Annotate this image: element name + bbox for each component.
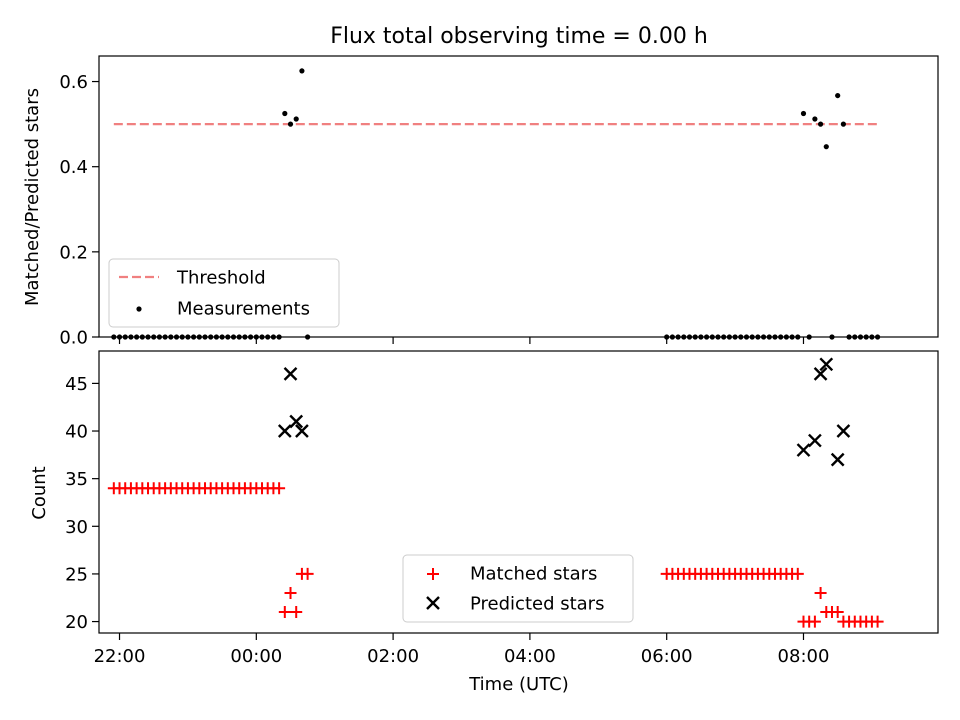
legend-matched-label: Matched stars bbox=[470, 564, 597, 585]
y-tick-label: 0.4 bbox=[59, 157, 88, 178]
x-tick-label: 00:00 bbox=[230, 646, 282, 667]
matched-star-point bbox=[278, 606, 291, 619]
x-tick-label: 02:00 bbox=[367, 646, 419, 667]
predicted-star-point bbox=[289, 414, 304, 429]
predicted-star-point bbox=[796, 443, 811, 457]
matched-star-point bbox=[871, 615, 884, 628]
predicted-star-point bbox=[830, 452, 845, 467]
x-axis-label: Time (UTC) bbox=[468, 674, 569, 695]
predicted-star-point bbox=[813, 367, 828, 381]
bottom-y-axis-label: Count bbox=[29, 466, 50, 519]
chart-title: Flux total observing time = 0.00 h bbox=[330, 24, 708, 49]
y-tick-label: 40 bbox=[65, 422, 88, 443]
matched-star-point bbox=[831, 606, 844, 619]
legend-measurements-label: Measurements bbox=[177, 299, 310, 320]
measurement-point bbox=[287, 121, 294, 127]
matched-star-point bbox=[814, 586, 827, 599]
measurement-point bbox=[840, 121, 846, 127]
top-y-ticks: 0.0 0.2 0.4 0.6 bbox=[59, 72, 99, 349]
x-tick-label: 22:00 bbox=[94, 646, 146, 667]
top-x-ticks bbox=[118, 337, 805, 344]
top-panel: 0.0 0.2 0.4 0.6 Matched/Predicted stars Thr… bbox=[22, 55, 939, 349]
bottom-y-ticks: 20 25 30 35 40 45 bbox=[65, 374, 99, 633]
legend-threshold-label: Threshold bbox=[176, 268, 266, 289]
matched-star-point bbox=[284, 586, 297, 599]
y-tick-label: 0.2 bbox=[59, 242, 88, 263]
legend-predicted-label: Predicted stars bbox=[470, 594, 604, 615]
bottom-axes-frame bbox=[98, 350, 939, 634]
measurement-point bbox=[835, 92, 841, 99]
matched-star-point bbox=[791, 567, 804, 580]
matched-star-point bbox=[301, 567, 314, 580]
measurement-point bbox=[812, 116, 818, 122]
measurement-point bbox=[823, 144, 829, 150]
measurement-point bbox=[299, 68, 305, 74]
predicted-star-point bbox=[836, 424, 851, 438]
x-tick-label: 08:00 bbox=[778, 646, 830, 667]
y-tick-label: 45 bbox=[65, 374, 88, 395]
top-plot-area bbox=[111, 68, 881, 340]
legend-measurements-swatch bbox=[136, 306, 142, 312]
y-tick-label: 25 bbox=[65, 564, 88, 585]
x-tick-label: 04:00 bbox=[504, 646, 556, 667]
predicted-star-point bbox=[295, 424, 309, 438]
bottom-panel: 20 25 30 35 40 45 22:00 00:00 02:00 04:00 06:00 08… bbox=[29, 350, 939, 695]
matched-star-point bbox=[273, 482, 286, 495]
y-tick-label: 0.6 bbox=[59, 72, 88, 93]
predicted-star-point bbox=[819, 357, 834, 372]
y-tick-label: 0.0 bbox=[59, 328, 88, 349]
legend-predicted-swatch bbox=[426, 596, 440, 610]
bottom-legend: Matched stars Predicted stars bbox=[402, 554, 634, 623]
y-tick-label: 20 bbox=[65, 612, 88, 633]
top-axes-frame bbox=[98, 55, 939, 338]
matched-star-point bbox=[808, 615, 821, 628]
predicted-star-point bbox=[283, 367, 298, 381]
predicted-star-point bbox=[277, 424, 292, 438]
measurement-point bbox=[293, 116, 299, 122]
matched-star-point bbox=[290, 606, 303, 619]
legend-box bbox=[402, 554, 634, 623]
measurement-point bbox=[800, 110, 807, 117]
measurement-point bbox=[817, 121, 824, 127]
top-y-axis-label: Matched/Predicted stars bbox=[22, 88, 43, 306]
bottom-x-ticks: 22:00 00:00 02:00 04:00 06:00 08:00 bbox=[94, 633, 830, 667]
legend-matched-swatch bbox=[427, 568, 439, 580]
bottom-plot-area bbox=[107, 357, 884, 628]
measurement-point bbox=[282, 110, 288, 117]
legend-box bbox=[108, 258, 340, 328]
y-tick-label: 30 bbox=[65, 517, 88, 538]
top-legend: Threshold Measurements bbox=[108, 258, 340, 328]
predicted-star-point bbox=[808, 433, 822, 448]
y-tick-label: 35 bbox=[65, 469, 88, 490]
x-tick-label: 06:00 bbox=[641, 646, 693, 667]
